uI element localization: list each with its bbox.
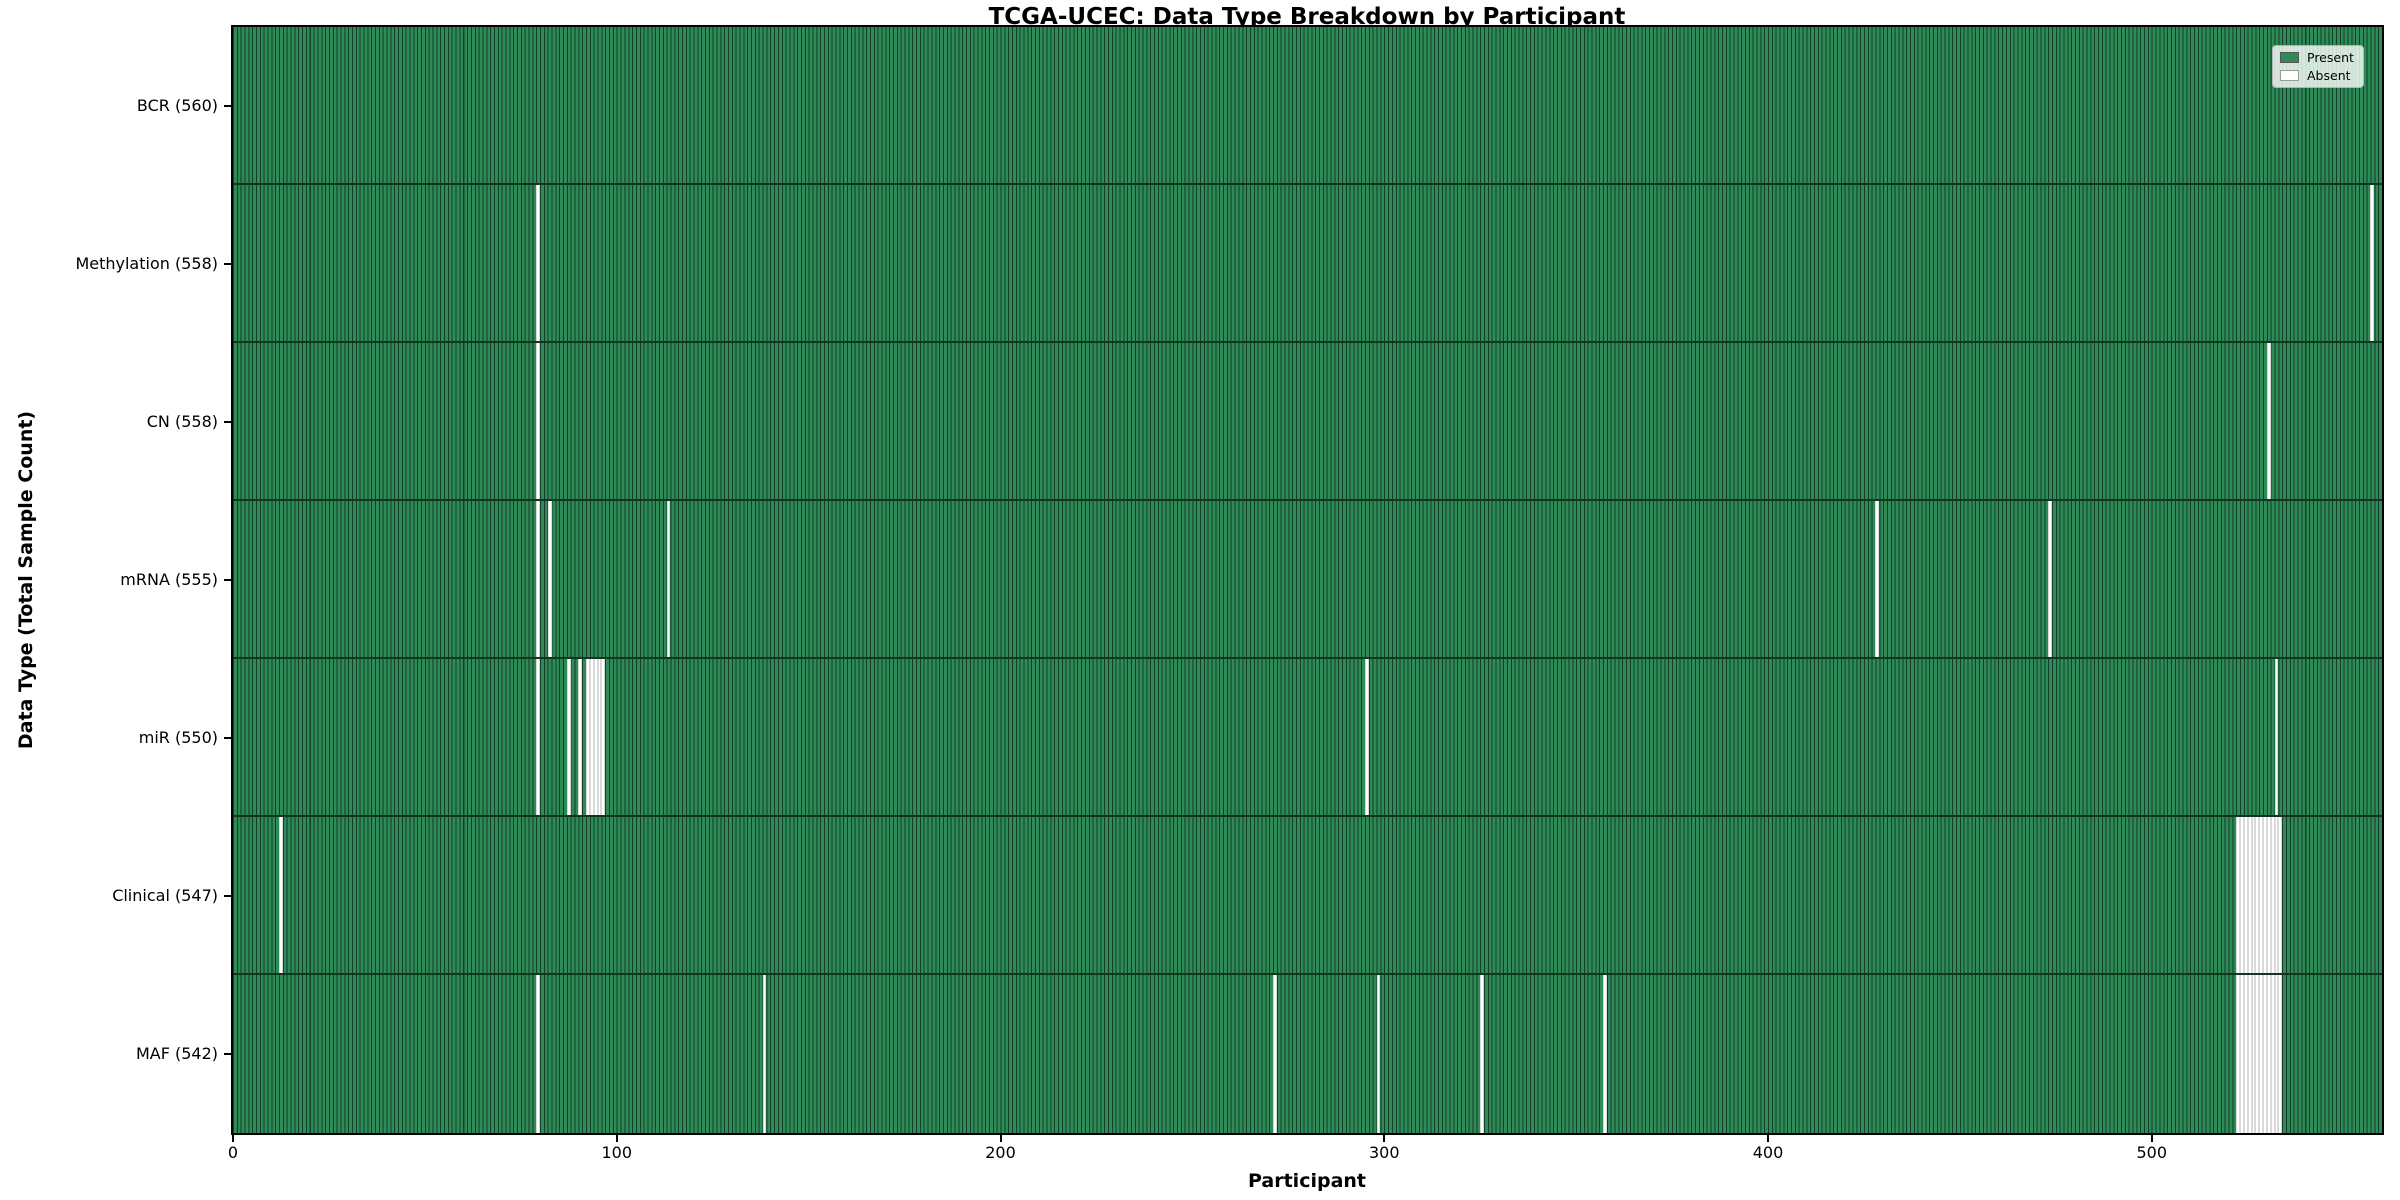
absent-stripe (2263, 975, 2267, 1133)
y-tick-mark (224, 1053, 231, 1055)
absent-stripe (2259, 975, 2264, 1133)
absent-stripe (589, 659, 594, 815)
absent-stripe (566, 659, 571, 815)
absent-stripe (586, 659, 590, 815)
absent-stripe (2243, 975, 2248, 1133)
data-type-row-mir (233, 659, 2382, 817)
x-tick-mark (1383, 1135, 1386, 1142)
absent-stripe (536, 501, 540, 657)
legend-entry-present: Present (2280, 51, 2354, 64)
y-tick-mark (224, 263, 231, 265)
absent-stripe (536, 343, 540, 499)
absent-stripe (536, 659, 540, 815)
x-tick-mark (232, 1135, 234, 1142)
y-tick-label-cn: CN (558) (146, 412, 218, 431)
absent-stripe (2266, 975, 2271, 1133)
absent-stripe (2240, 975, 2244, 1133)
y-tick-mark (224, 737, 231, 739)
absent-stripe (601, 659, 606, 815)
y-tick-label-mrna: mRNA (555) (120, 570, 218, 589)
x-tick-mark (615, 1135, 618, 1142)
absent-stripe (2251, 817, 2256, 973)
absent-stripe (279, 817, 283, 973)
y-tick-mark (224, 895, 231, 897)
x-tick-mark (2150, 1135, 2153, 1142)
y-tick-mark (224, 421, 231, 423)
x-tick-mark (1767, 1135, 1769, 1142)
absent-stripe (2274, 659, 2279, 815)
data-type-row-cn (233, 343, 2382, 501)
absent-stripe (2278, 975, 2283, 1133)
absent-stripe (2236, 975, 2240, 1133)
legend: Present Absent (2272, 45, 2364, 88)
absent-stripe (578, 659, 583, 815)
absent-stripe (2240, 817, 2244, 973)
x-tick-label-0: 0 (227, 1143, 239, 1162)
x-tick-label-200: 200 (985, 1143, 1016, 1162)
y-tick-label-clinical: Clinical (547) (112, 886, 218, 905)
y-tick-mark (224, 579, 231, 581)
y-tick-label-mir: miR (550) (138, 728, 218, 747)
x-tick-label-400: 400 (1752, 1143, 1784, 1162)
plot-area (231, 25, 2384, 1135)
absent-stripe (2266, 817, 2271, 973)
absent-stripe (2270, 817, 2275, 973)
absent-stripe (1272, 975, 1277, 1133)
x-tick-label-300: 300 (1368, 1143, 1400, 1162)
absent-stripe (2263, 817, 2267, 973)
absent-stripe (1365, 659, 1369, 815)
x-tick-mark (999, 1135, 1002, 1142)
absent-stripe (2259, 817, 2264, 973)
absent-stripe (2274, 817, 2279, 973)
absent-stripe (536, 185, 540, 341)
data-type-row-mrna (233, 501, 2382, 659)
absent-stripe (2243, 817, 2248, 973)
absent-stripe (2247, 975, 2252, 1133)
absent-stripe (666, 501, 671, 657)
legend-label-absent: Absent (2307, 68, 2351, 83)
x-axis-label: Participant (1247, 1170, 1367, 1192)
absent-stripe (2236, 817, 2240, 973)
y-tick-mark (224, 105, 231, 107)
present-swatch-icon (2280, 52, 2299, 63)
absent-stripe (1376, 975, 1381, 1133)
absent-stripe (2247, 817, 2252, 973)
legend-entry-absent: Absent (2280, 69, 2354, 82)
data-type-row-clinical (233, 817, 2382, 975)
data-type-row-methylation (233, 185, 2382, 343)
x-tick-label-100: 100 (601, 1143, 633, 1162)
absent-stripe (2266, 343, 2271, 499)
absent-stripe (547, 501, 552, 657)
y-tick-label-bcr: BCR (560) (136, 96, 218, 115)
data-type-row-bcr (233, 27, 2382, 185)
absent-stripe (2048, 501, 2052, 657)
absent-stripe (593, 659, 598, 815)
absent-stripe (1875, 501, 1880, 657)
absent-stripe (1602, 975, 1607, 1133)
absent-stripe (2274, 975, 2279, 1133)
absent-swatch-icon (2280, 70, 2299, 81)
absent-stripe (2370, 185, 2375, 341)
y-tick-label-maf: MAF (542) (135, 1044, 218, 1063)
absent-stripe (2251, 975, 2256, 1133)
data-type-row-maf (233, 975, 2382, 1133)
absent-stripe (536, 975, 540, 1133)
absent-stripe (597, 659, 602, 815)
absent-stripe (2278, 817, 2283, 973)
absent-stripe (2255, 817, 2260, 973)
absent-stripe (1480, 975, 1485, 1133)
y-tick-label-methylation: Methylation (558) (75, 254, 218, 273)
absent-stripe (2270, 975, 2275, 1133)
x-tick-label-500: 500 (2136, 1143, 2168, 1162)
legend-label-present: Present (2307, 50, 2354, 65)
absent-stripe (762, 975, 767, 1133)
absent-stripe (2255, 975, 2260, 1133)
